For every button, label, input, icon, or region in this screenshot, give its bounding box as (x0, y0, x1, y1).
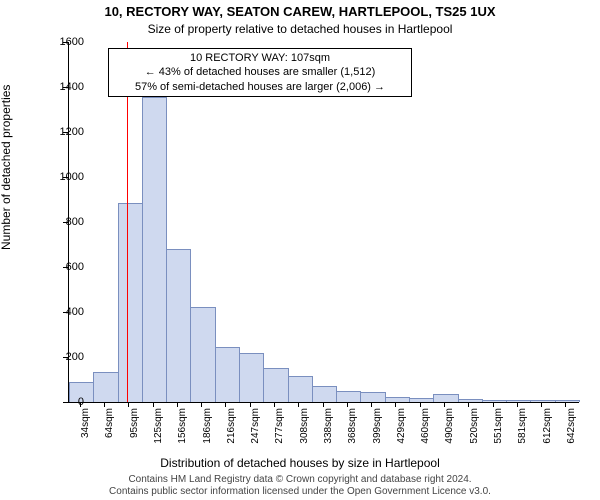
x-tick-label: 460sqm (420, 408, 431, 444)
x-tick-mark (323, 402, 324, 407)
footer-line-1: Contains HM Land Registry data © Crown c… (0, 474, 600, 486)
footer-line-2: Contains public sector information licen… (0, 486, 600, 498)
y-tick-mark (63, 132, 68, 133)
x-tick-label: 551sqm (493, 408, 504, 444)
x-tick-mark (395, 402, 396, 407)
x-tick-mark (128, 402, 129, 407)
info-line-3: 57% of semi-detached houses are larger (… (115, 80, 405, 94)
x-tick-label: 520sqm (469, 408, 480, 444)
x-tick-label: 612sqm (542, 408, 553, 444)
info-line-2: ← 43% of detached houses are smaller (1,… (115, 65, 405, 79)
histogram-bar (239, 353, 264, 402)
x-tick-label: 247sqm (250, 408, 261, 444)
histogram-bar (458, 399, 483, 402)
x-tick-mark (541, 402, 542, 407)
x-tick-mark (80, 402, 81, 407)
histogram-bar (506, 400, 531, 402)
chart-subtitle: Size of property relative to detached ho… (0, 22, 600, 36)
x-tick-label: 642sqm (566, 408, 577, 444)
histogram-bar (215, 347, 240, 402)
x-tick-label: 429sqm (396, 408, 407, 444)
x-tick-mark (225, 402, 226, 407)
x-tick-label: 186sqm (202, 408, 213, 444)
histogram-bar (433, 394, 458, 402)
x-tick-mark (153, 402, 154, 407)
chart-title: 10, RECTORY WAY, SEATON CAREW, HARTLEPOO… (0, 4, 600, 19)
x-tick-label: 490sqm (444, 408, 455, 444)
x-tick-label: 308sqm (299, 408, 310, 444)
histogram-bar (190, 307, 215, 403)
y-tick-mark (63, 312, 68, 313)
histogram-bar (312, 386, 337, 402)
y-tick-mark (63, 87, 68, 88)
x-tick-mark (565, 402, 566, 407)
histogram-bar (93, 372, 118, 402)
x-tick-label: 368sqm (347, 408, 358, 444)
x-tick-mark (493, 402, 494, 407)
x-tick-label: 277sqm (274, 408, 285, 444)
x-tick-mark (177, 402, 178, 407)
histogram-bar (166, 249, 191, 402)
footer: Contains HM Land Registry data © Crown c… (0, 474, 600, 498)
histogram-bar (118, 203, 143, 402)
x-axis-label: Distribution of detached houses by size … (0, 456, 600, 470)
x-tick-label: 216sqm (226, 408, 237, 444)
y-tick-mark (63, 177, 68, 178)
x-tick-label: 95sqm (129, 408, 140, 438)
histogram-bar (336, 391, 361, 402)
x-tick-mark (298, 402, 299, 407)
histogram-bar (409, 398, 434, 402)
info-box: 10 RECTORY WAY: 107sqm ← 43% of detached… (108, 48, 412, 97)
y-tick-mark (63, 222, 68, 223)
x-tick-label: 581sqm (517, 408, 528, 444)
x-tick-label: 338sqm (323, 408, 334, 444)
histogram-bar (263, 368, 288, 402)
y-tick-mark (63, 357, 68, 358)
histogram-bar (360, 392, 385, 402)
histogram-bar (482, 400, 507, 402)
x-tick-mark (444, 402, 445, 407)
histogram-bar (530, 400, 555, 402)
x-tick-label: 34sqm (80, 408, 91, 438)
x-tick-mark (517, 402, 518, 407)
x-tick-mark (201, 402, 202, 407)
x-tick-mark (274, 402, 275, 407)
y-axis-label: Number of detached properties (0, 85, 13, 250)
x-tick-label: 125sqm (153, 408, 164, 444)
histogram-bar (288, 376, 313, 402)
x-tick-mark (250, 402, 251, 407)
x-tick-mark (468, 402, 469, 407)
histogram-bar (142, 97, 167, 402)
x-tick-mark (104, 402, 105, 407)
histogram-bar (385, 397, 410, 402)
info-line-1: 10 RECTORY WAY: 107sqm (115, 51, 405, 65)
y-tick-mark (63, 42, 68, 43)
x-tick-label: 156sqm (177, 408, 188, 444)
x-tick-mark (420, 402, 421, 407)
histogram-bar (555, 400, 580, 402)
x-tick-label: 64sqm (104, 408, 115, 438)
y-tick-mark (63, 267, 68, 268)
x-tick-mark (347, 402, 348, 407)
x-tick-label: 399sqm (372, 408, 383, 444)
y-tick-mark (63, 402, 68, 403)
x-tick-mark (371, 402, 372, 407)
